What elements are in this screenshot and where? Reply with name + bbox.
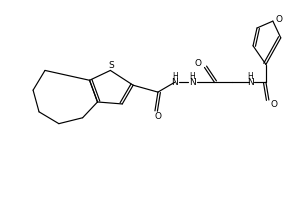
Text: H: H [247,72,253,81]
Text: O: O [270,100,277,109]
Text: O: O [275,15,282,24]
Text: N: N [247,78,254,87]
Text: H: H [190,72,196,81]
Text: N: N [171,78,178,87]
Text: S: S [109,61,114,70]
Text: O: O [154,112,161,121]
Text: O: O [194,59,201,68]
Text: N: N [189,78,196,87]
Text: H: H [172,72,178,81]
